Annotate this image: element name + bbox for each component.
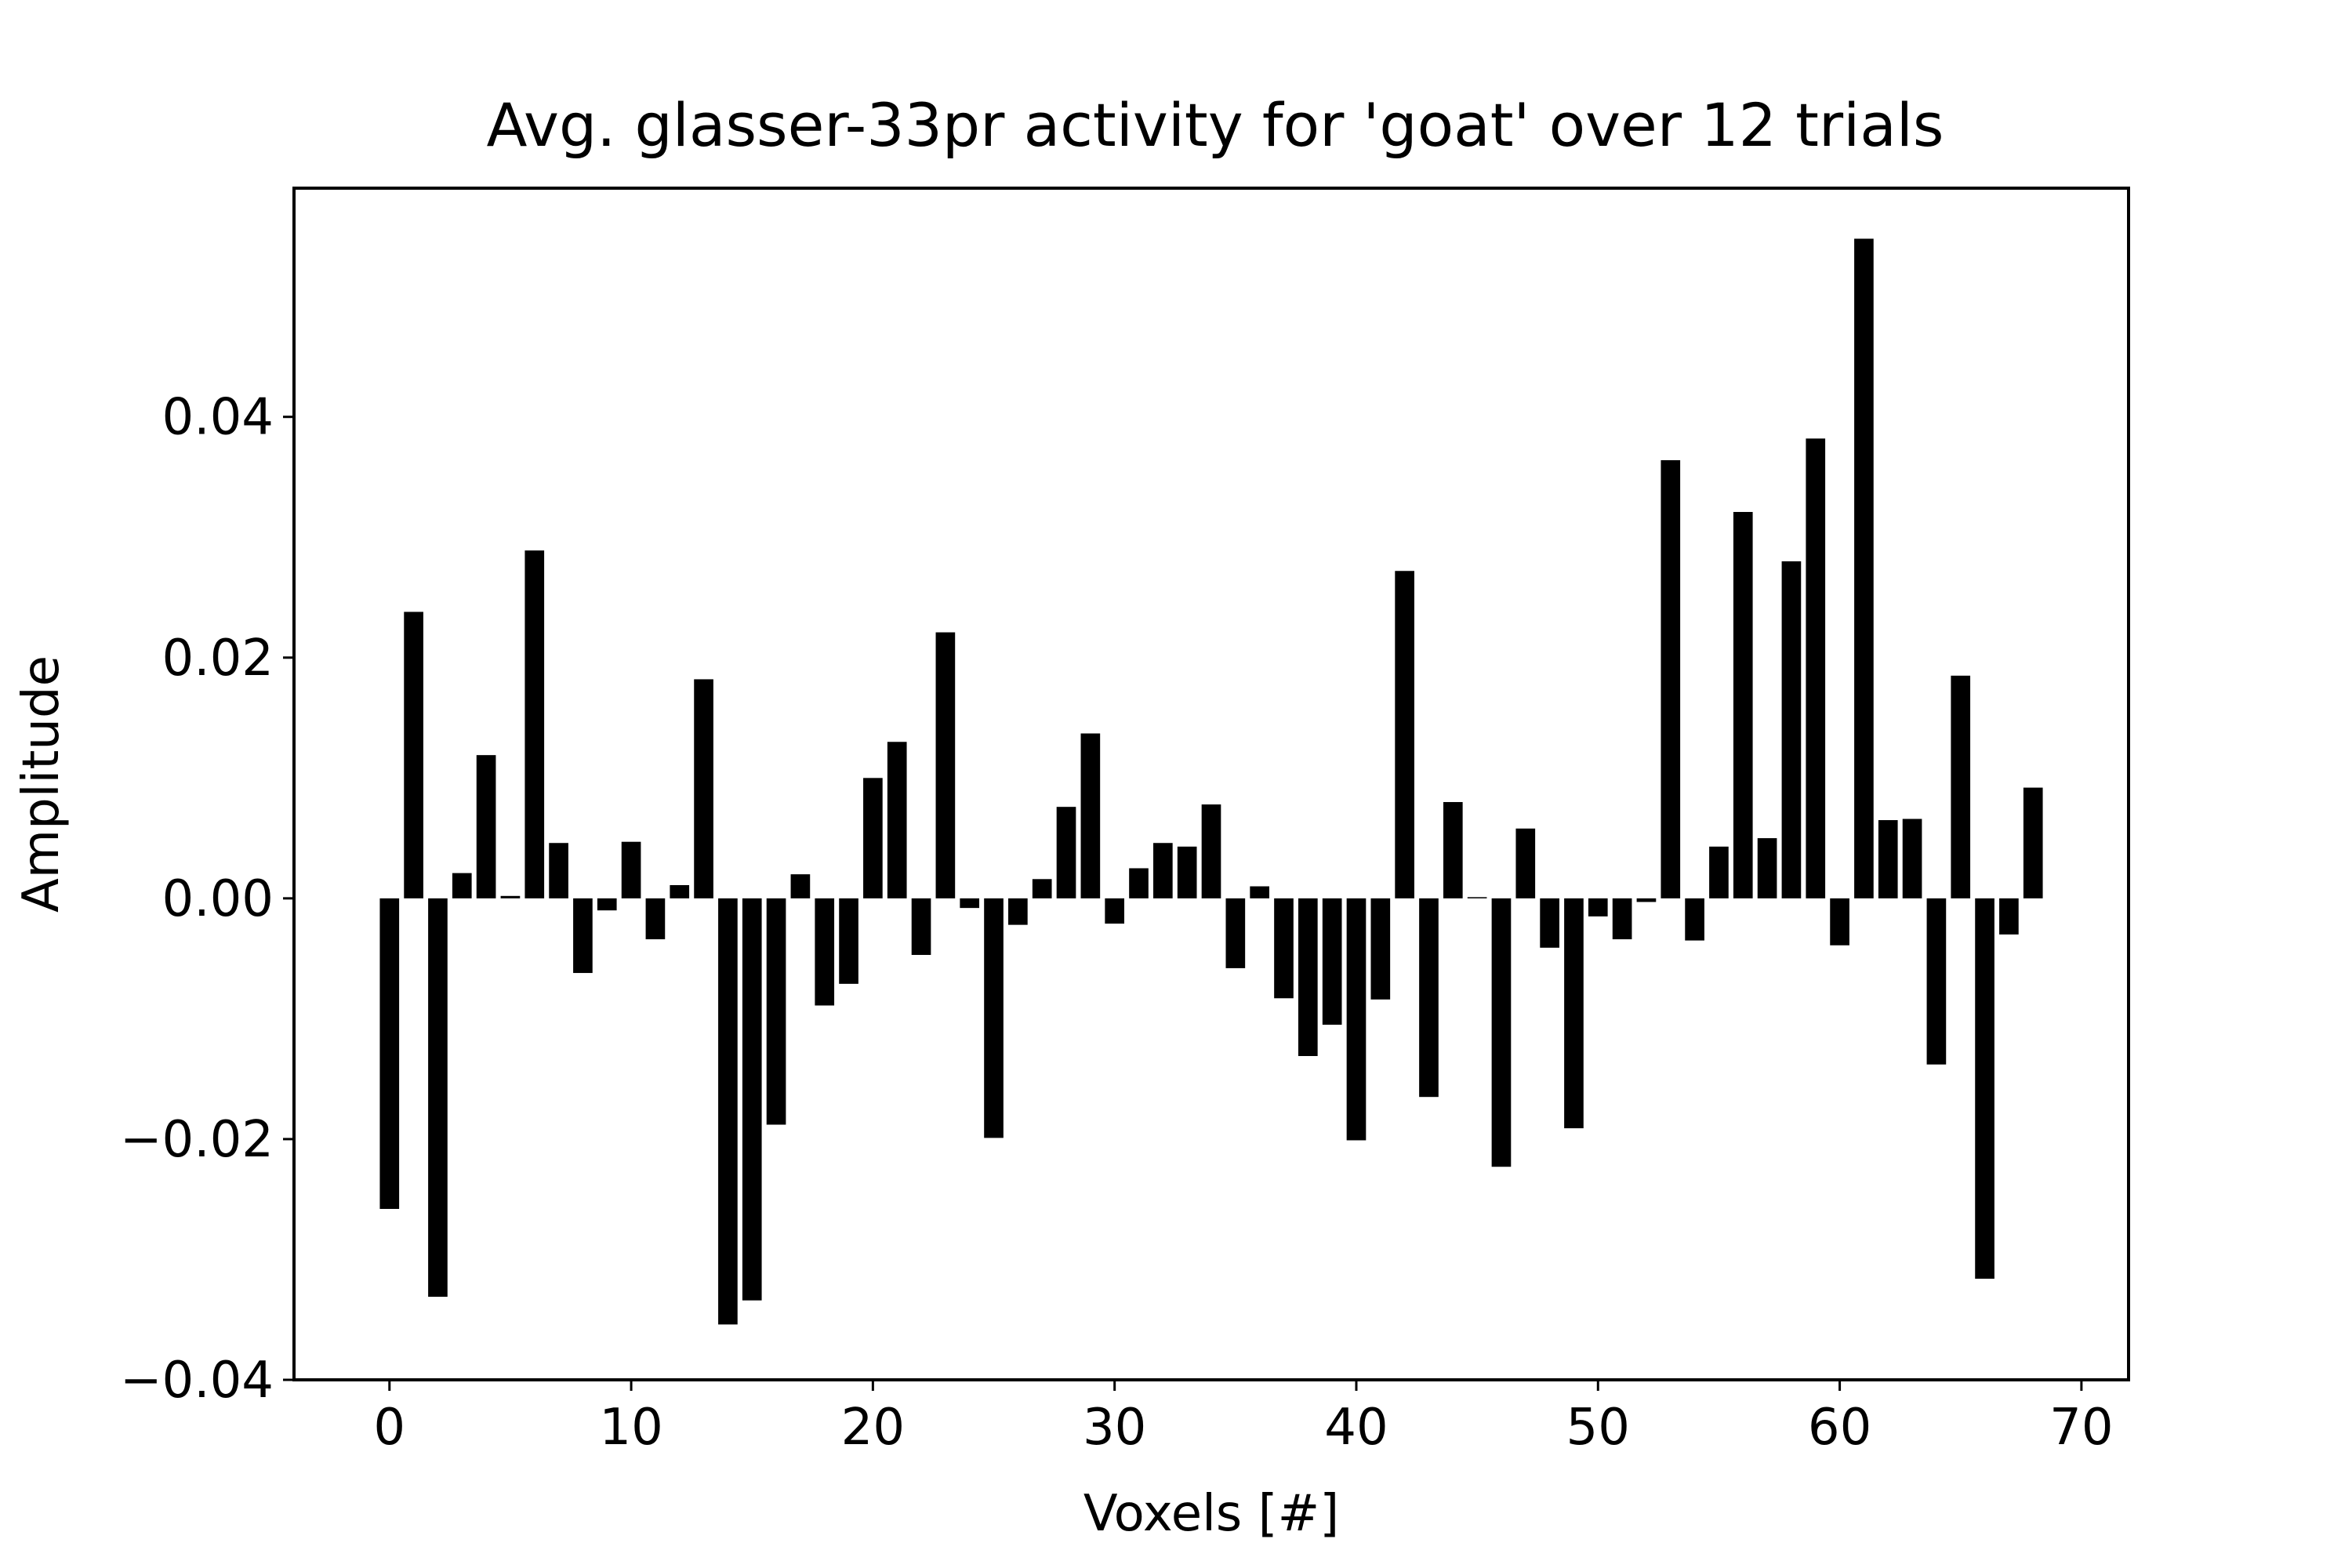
bar-voxel-20 bbox=[863, 778, 883, 898]
bar-voxel-25 bbox=[984, 898, 1004, 1138]
bar-voxel-40 bbox=[1346, 898, 1367, 1141]
bar-voxel-14 bbox=[718, 898, 738, 1325]
bar-voxel-29 bbox=[1080, 733, 1101, 898]
bar-voxel-45 bbox=[1467, 897, 1487, 898]
x-tick-label: 0 bbox=[373, 1399, 405, 1457]
bar-voxel-47 bbox=[1515, 828, 1536, 898]
bar-voxel-26 bbox=[1008, 898, 1028, 925]
bar-voxel-39 bbox=[1322, 898, 1342, 1025]
bar-voxel-50 bbox=[1588, 898, 1608, 916]
bar-voxel-44 bbox=[1443, 802, 1463, 898]
y-tick-label: 0.02 bbox=[162, 630, 274, 688]
bar-voxel-59 bbox=[1806, 438, 1826, 898]
bar-voxel-49 bbox=[1564, 898, 1584, 1129]
x-tick-label: 30 bbox=[1083, 1399, 1146, 1457]
bar-voxel-56 bbox=[1733, 512, 1753, 898]
bar-voxel-37 bbox=[1274, 898, 1294, 999]
bar-voxel-35 bbox=[1225, 898, 1246, 968]
bar-voxel-23 bbox=[935, 632, 956, 898]
bar-voxel-6 bbox=[524, 550, 545, 898]
bar-voxel-57 bbox=[1757, 838, 1777, 898]
bar-voxel-68 bbox=[2023, 787, 2043, 898]
bars-group bbox=[379, 238, 2043, 1325]
bar-voxel-52 bbox=[1636, 898, 1657, 902]
bar-voxel-55 bbox=[1709, 846, 1729, 898]
bar-voxel-9 bbox=[597, 898, 617, 911]
bar-voxel-10 bbox=[621, 841, 641, 898]
x-tick-label: 50 bbox=[1566, 1399, 1630, 1457]
bar-voxel-15 bbox=[742, 898, 762, 1301]
bar-voxel-65 bbox=[1951, 675, 1971, 898]
bar-voxel-22 bbox=[911, 898, 931, 956]
bar-voxel-11 bbox=[645, 898, 666, 940]
bar-voxel-66 bbox=[1975, 898, 1994, 1279]
bar-voxel-12 bbox=[670, 884, 690, 898]
y-axis-ticks: −0.04 −0.02 0.00 0.02 0.04 bbox=[120, 389, 294, 1410]
bar-voxel-30 bbox=[1105, 898, 1125, 924]
bar-voxel-64 bbox=[1926, 898, 1947, 1065]
x-tick-label: 60 bbox=[1808, 1399, 1871, 1457]
bar-voxel-38 bbox=[1298, 898, 1318, 1056]
bar-voxel-41 bbox=[1370, 898, 1391, 1000]
bar-voxel-54 bbox=[1685, 898, 1704, 941]
bar-voxel-8 bbox=[573, 898, 593, 974]
bar-voxel-43 bbox=[1419, 898, 1439, 1098]
chart-title: Avg. glasser-33pr activity for 'goat' ov… bbox=[486, 90, 1944, 160]
bar-voxel-31 bbox=[1129, 868, 1149, 898]
y-tick-label: −0.04 bbox=[120, 1352, 274, 1410]
x-tick-label: 70 bbox=[2049, 1399, 2113, 1457]
x-tick-label: 10 bbox=[599, 1399, 662, 1457]
bar-voxel-58 bbox=[1781, 561, 1802, 898]
x-tick-label: 40 bbox=[1324, 1399, 1388, 1457]
bar-voxel-5 bbox=[500, 895, 521, 898]
x-axis-ticks: 0 10 20 30 40 50 60 70 bbox=[373, 1380, 2114, 1457]
bar-voxel-3 bbox=[452, 873, 472, 898]
bar-voxel-63 bbox=[1902, 818, 1922, 898]
bar-voxel-19 bbox=[839, 898, 858, 984]
y-axis-label: Amplitude bbox=[13, 655, 71, 913]
bar-voxel-0 bbox=[379, 898, 400, 1209]
y-tick-label: 0.00 bbox=[162, 870, 274, 928]
x-tick-label: 20 bbox=[841, 1399, 905, 1457]
y-tick-label: 0.04 bbox=[162, 389, 274, 447]
plot-frame bbox=[292, 187, 2130, 1381]
bar-voxel-46 bbox=[1491, 898, 1512, 1167]
bar-voxel-53 bbox=[1661, 459, 1681, 898]
y-tick-label: −0.02 bbox=[120, 1111, 274, 1169]
bar-voxel-16 bbox=[766, 898, 786, 1125]
bar-voxel-33 bbox=[1177, 846, 1197, 898]
bar-voxel-60 bbox=[1830, 898, 1849, 946]
bar-voxel-2 bbox=[428, 898, 448, 1298]
bar-voxel-34 bbox=[1201, 804, 1221, 898]
x-axis-label: Voxels [#] bbox=[1083, 1485, 1339, 1543]
bar-voxel-24 bbox=[960, 898, 980, 909]
bar-voxel-27 bbox=[1032, 879, 1052, 898]
bar-voxel-1 bbox=[404, 612, 423, 898]
bar-voxel-51 bbox=[1612, 898, 1632, 940]
bar-voxel-61 bbox=[1854, 238, 1874, 898]
bar-voxel-13 bbox=[694, 679, 713, 898]
bar-voxel-62 bbox=[1878, 820, 1898, 898]
bar-voxel-4 bbox=[476, 755, 496, 898]
bar-voxel-7 bbox=[549, 843, 568, 898]
bar-voxel-17 bbox=[790, 874, 811, 898]
bar-voxel-18 bbox=[815, 898, 835, 1006]
bar-voxel-36 bbox=[1250, 886, 1269, 898]
bar-voxel-32 bbox=[1153, 843, 1173, 898]
bar-voxel-42 bbox=[1395, 571, 1414, 898]
bar-voxel-21 bbox=[887, 742, 907, 898]
bar-voxel-28 bbox=[1056, 807, 1076, 898]
bar-voxel-67 bbox=[1999, 898, 2019, 935]
bar-voxel-48 bbox=[1540, 898, 1559, 948]
